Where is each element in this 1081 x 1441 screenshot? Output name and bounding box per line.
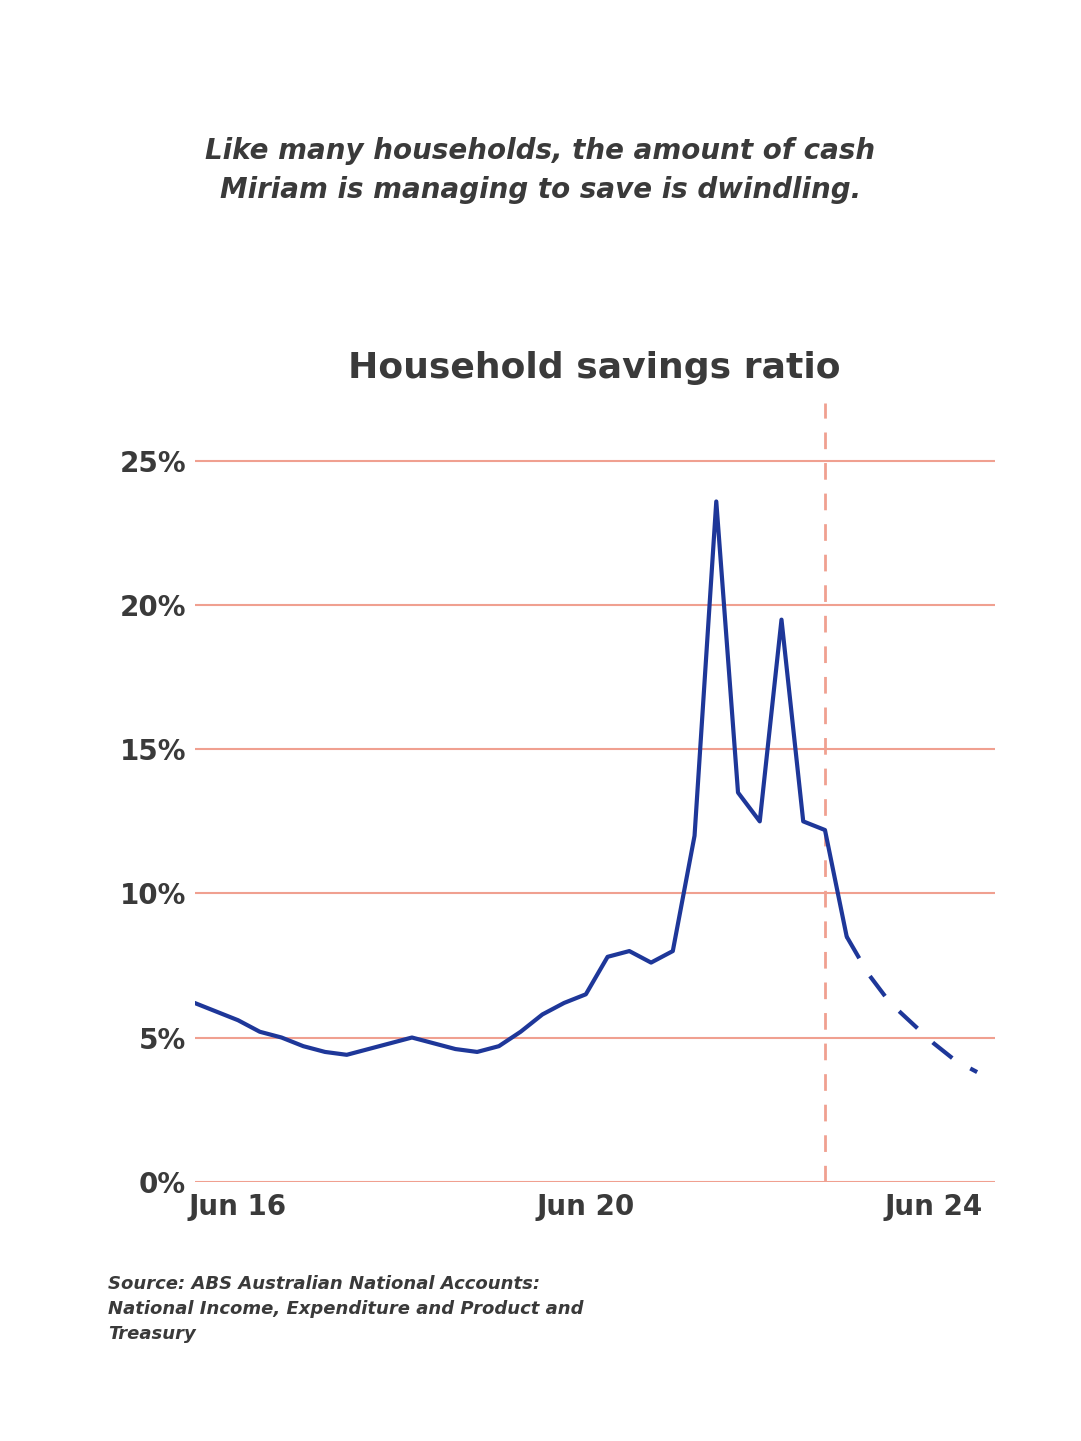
Text: Miriam is managing to save is dwindling.: Miriam is managing to save is dwindling. (219, 176, 862, 205)
Title: Household savings ratio: Household savings ratio (348, 352, 841, 386)
Text: Like many households, the amount of cash: Like many households, the amount of cash (205, 137, 876, 166)
Text: Source: ABS Australian National Accounts:
National Income, Expenditure and Produ: Source: ABS Australian National Accounts… (108, 1275, 584, 1343)
